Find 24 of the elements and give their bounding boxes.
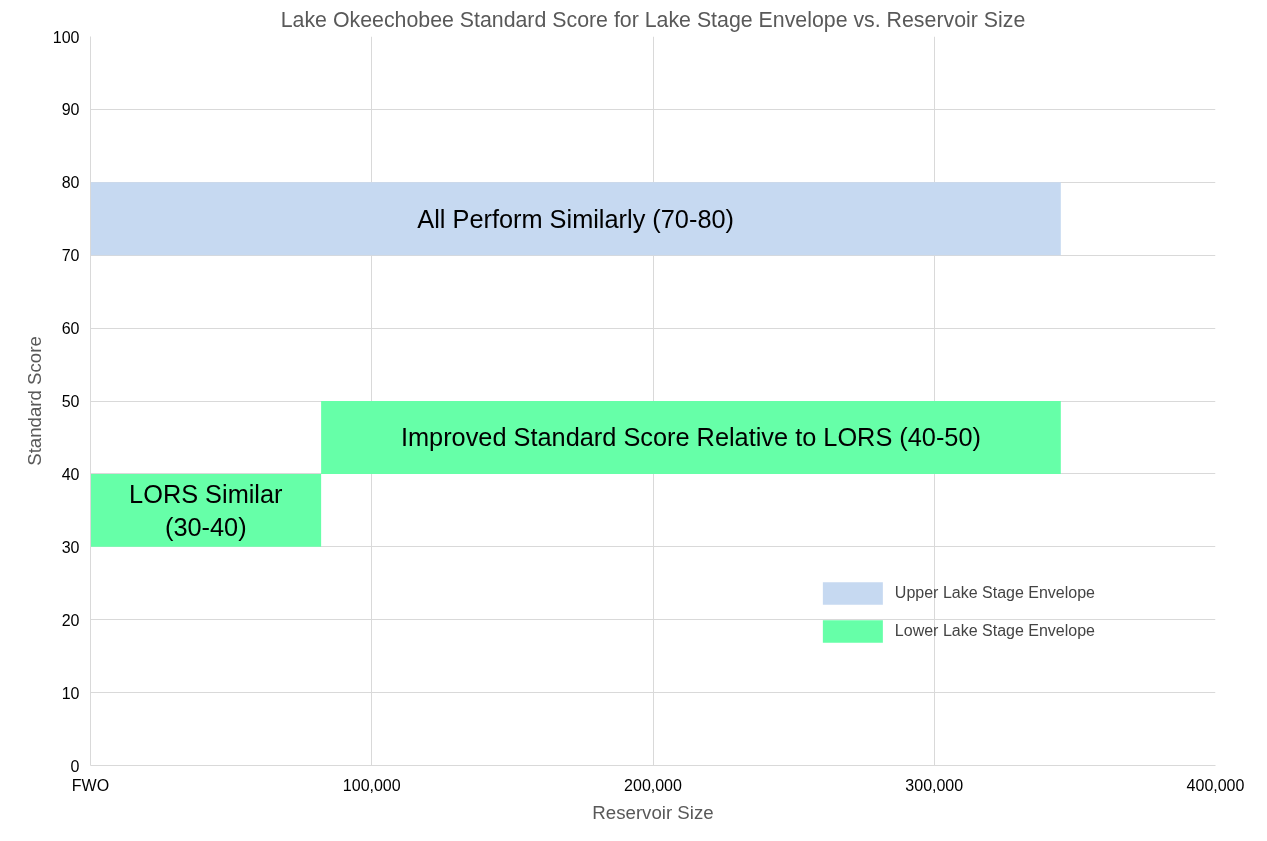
- chart-title: Lake Okeechobee Standard Score for Lake Stage Envelope vs. Reservoir Size: [280, 7, 1026, 32]
- y-tick-label: 0: [70, 757, 80, 775]
- y-tick-label: 80: [61, 174, 80, 192]
- annotation: Improved Standard Score Relative to LORS (40-50): [400, 423, 981, 452]
- x-tick-label: FWO: [71, 776, 110, 794]
- y-tick-label: 20: [61, 611, 80, 629]
- x-tick-label: 100,000: [342, 776, 401, 794]
- y-tick-label: 40: [61, 465, 80, 483]
- x-tick-label: 200,000: [624, 776, 683, 794]
- x-tick-label: 300,000: [905, 776, 964, 794]
- y-tick-label: 30: [61, 538, 80, 556]
- legend-label: Lower Lake Stage Envelope: [894, 622, 1095, 640]
- annotation: LORS Similar (30-40): [129, 479, 284, 542]
- y-tick-label: 90: [61, 101, 80, 119]
- y-tick-label: 60: [61, 320, 80, 338]
- legend-label: Upper Lake Stage Envelope: [894, 584, 1095, 602]
- y-tick-label: 50: [61, 393, 80, 410]
- y-axis-title: Standard Score: [23, 336, 45, 466]
- y-tick-label: 70: [61, 247, 80, 265]
- x-tick-label: 400,000: [1186, 776, 1245, 794]
- y-tick-label: 100: [52, 28, 80, 46]
- annotation: All Perform Similarly (70-80): [417, 204, 734, 233]
- x-axis-title: Reservoir Size: [592, 801, 714, 823]
- y-tick-label: 10: [61, 684, 80, 702]
